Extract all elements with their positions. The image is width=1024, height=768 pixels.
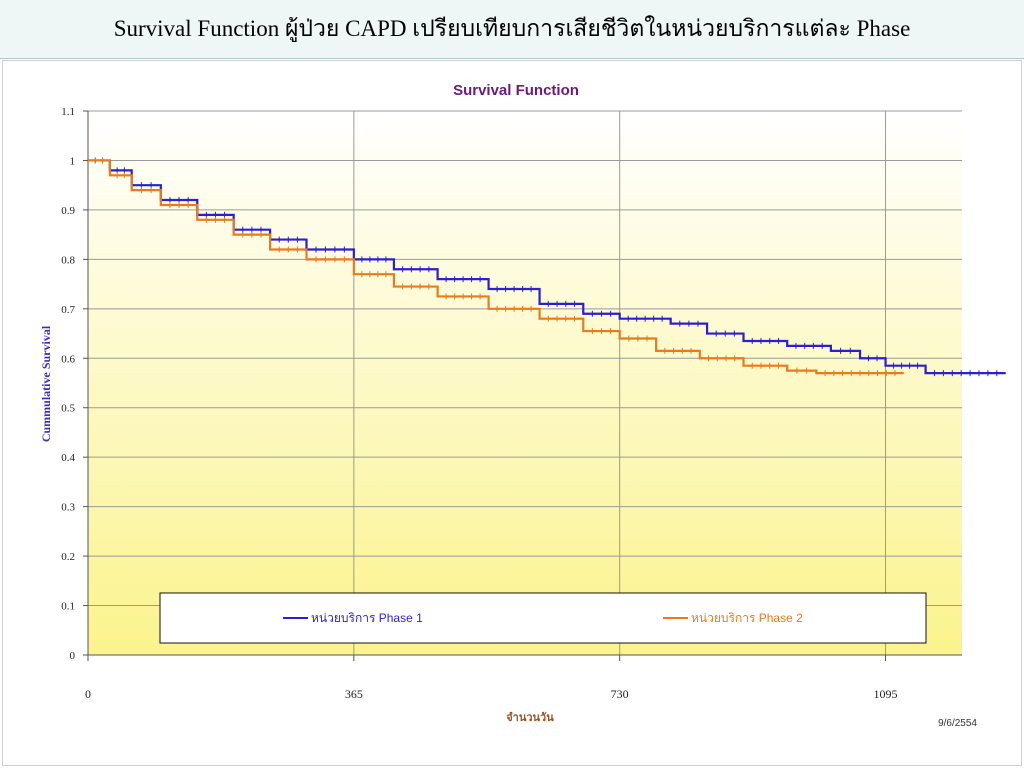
x-tick-label: 0	[85, 687, 91, 701]
y-tick-label: 0.9	[61, 205, 75, 217]
y-tick-label: 0.7	[61, 304, 75, 316]
legend-box	[159, 592, 927, 644]
x-tick-label: 730	[611, 687, 629, 701]
x-tick-label: 1095	[874, 687, 898, 701]
tick-labels: 0 0.1 0.2 0.3 0.4 0.5 0.6 0.7 0.8 0.9 1 1.1 0 365 730 1…	[61, 106, 897, 701]
y-tick-label: 1.1	[61, 106, 75, 118]
y-tick-label: 0	[70, 650, 76, 662]
grid-lines	[88, 110, 962, 655]
y-tick-label: 0.1	[61, 601, 75, 613]
slide-title: Survival Function ผู้ป่วย CAPD เปรียบเที…	[113, 16, 911, 41]
y-axis-label: Cummulative Survival	[39, 325, 53, 442]
y-tick-label: 0.8	[61, 254, 75, 266]
slide-header: Survival Function ผู้ป่วย CAPD เปรียบเที…	[0, 0, 1024, 59]
y-tick-label: 0.2	[61, 551, 75, 563]
survival-chart: 0 0.1 0.2 0.3 0.4 0.5 0.6 0.7 0.8 0.9 1 1.1 0 365 730 1…	[39, 82, 1006, 729]
y-tick-label: 0.6	[61, 353, 75, 365]
x-axis-label: จำนวนวัน	[506, 711, 554, 724]
chart-title: Survival Function	[453, 82, 579, 99]
chart-frame: 0 0.1 0.2 0.3 0.4 0.5 0.6 0.7 0.8 0.9 1 1.1 0 365 730 1…	[2, 60, 1022, 766]
legend: หน่วยบริการ Phase 1 หน่วยบริการ Phase 2	[159, 592, 927, 644]
date-note: 9/6/2554	[938, 718, 977, 729]
x-tick-label: 365	[345, 687, 363, 701]
axes	[87, 111, 962, 656]
plot-area	[88, 111, 962, 655]
y-tick-label: 1	[70, 155, 76, 167]
legend-label-phase-2: หน่วยบริการ Phase 2	[691, 611, 803, 625]
legend-label-phase-1: หน่วยบริการ Phase 1	[311, 611, 423, 625]
series-lines	[88, 157, 1006, 377]
y-tick-label: 0.5	[61, 403, 75, 415]
y-tick-label: 0.3	[61, 502, 75, 514]
y-tick-label: 0.4	[61, 452, 75, 464]
